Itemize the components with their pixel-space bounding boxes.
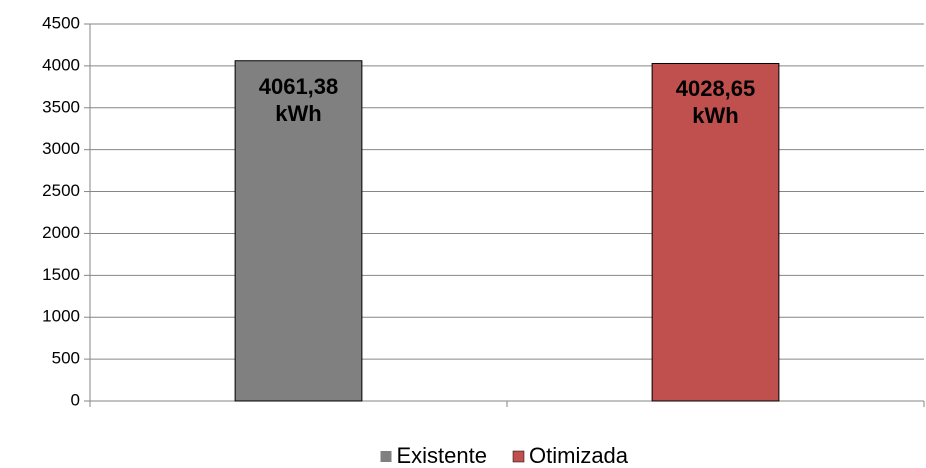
bar [234,60,363,402]
legend-swatch [380,451,392,462]
y-tick-label: 4500 [42,13,80,32]
y-tick-label: 2000 [42,223,80,242]
value-label: 4028,65 kWh [675,76,756,129]
bar [651,62,780,402]
legend-swatch [512,450,525,463]
value-label: 4061,38 kWh [258,73,339,126]
y-tick-label: 3000 [42,139,80,158]
y-tick-label: 3500 [42,97,80,116]
y-tick-label: 1500 [42,265,80,284]
y-tick-label: 0 [71,390,80,409]
y-tick-label: 4000 [42,55,80,74]
y-tick-label: 1000 [42,307,80,326]
y-tick-label: 2500 [42,181,80,200]
y-tick-label: 500 [52,349,80,368]
legend-label: Existente [397,443,488,468]
legend-label: Otimizada [529,443,629,468]
